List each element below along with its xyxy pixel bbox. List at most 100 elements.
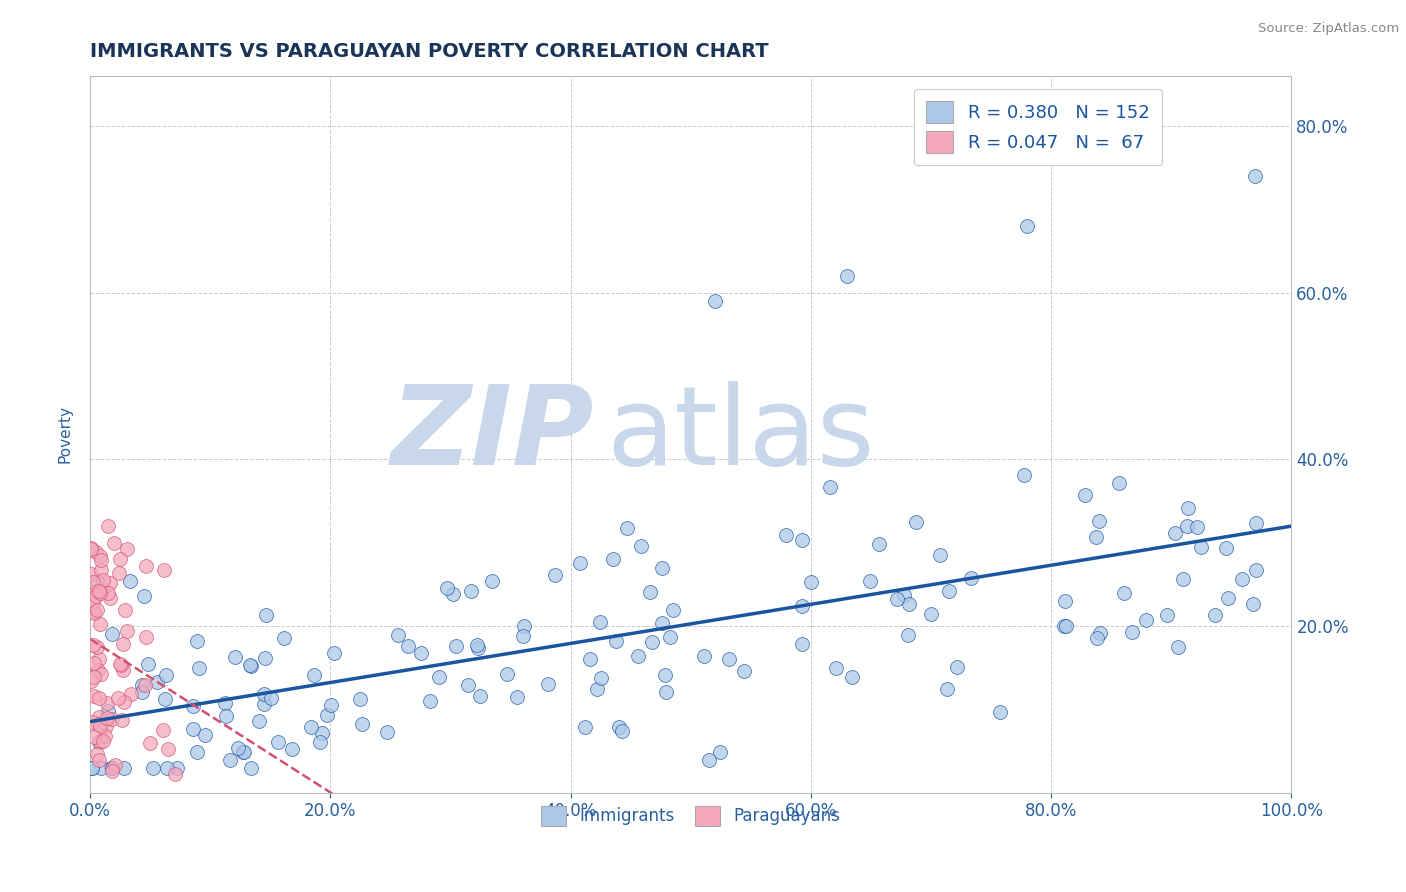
Point — [1112, 586, 1135, 600]
Point — [1177, 501, 1199, 516]
Point — [396, 640, 419, 654]
Point — [83, 689, 105, 703]
Point — [108, 657, 131, 671]
Point — [80, 761, 103, 775]
Point — [641, 634, 664, 648]
Point — [375, 725, 398, 739]
Point — [152, 723, 174, 738]
Point — [818, 480, 841, 494]
Point — [112, 761, 135, 775]
Point — [465, 638, 488, 652]
Point — [89, 549, 111, 563]
Point — [1166, 640, 1188, 655]
Point — [544, 568, 567, 582]
Point — [87, 690, 110, 705]
Point — [460, 584, 482, 599]
Point — [990, 705, 1012, 719]
Point — [239, 761, 262, 775]
Point — [409, 646, 432, 660]
Point — [83, 670, 105, 684]
Point — [1175, 519, 1198, 533]
Point — [841, 670, 863, 684]
Point — [929, 548, 952, 562]
Point — [481, 574, 503, 589]
Point — [112, 637, 135, 651]
Point — [1073, 488, 1095, 502]
Point — [101, 712, 124, 726]
Legend: Immigrants, Paraguayans: Immigrants, Paraguayans — [533, 797, 849, 835]
Point — [157, 741, 180, 756]
Point — [103, 535, 125, 549]
Point — [84, 583, 107, 598]
Point — [82, 574, 104, 589]
Point — [181, 699, 204, 714]
Point — [94, 729, 117, 743]
Point — [87, 584, 110, 599]
Point — [651, 615, 673, 630]
Point — [97, 586, 120, 600]
Point — [120, 687, 142, 701]
Point — [457, 678, 479, 692]
Point — [163, 767, 186, 781]
Point — [112, 695, 135, 709]
Point — [495, 667, 517, 681]
Point — [612, 724, 634, 739]
Point — [792, 599, 814, 613]
Point — [86, 574, 108, 589]
Point — [112, 663, 135, 677]
Point — [946, 660, 969, 674]
Point — [86, 747, 108, 761]
Point — [100, 761, 122, 775]
Point — [166, 761, 188, 775]
Point — [115, 542, 138, 557]
Point — [387, 628, 409, 642]
Point — [893, 588, 915, 602]
Point — [467, 640, 489, 655]
Point — [441, 587, 464, 601]
Point — [638, 585, 661, 599]
Point — [186, 745, 208, 759]
Text: Source: ZipAtlas.com: Source: ZipAtlas.com — [1258, 22, 1399, 36]
Point — [352, 717, 374, 731]
Point — [134, 589, 156, 603]
Point — [136, 657, 159, 671]
Point — [938, 584, 960, 599]
Point — [1054, 619, 1077, 633]
Point — [605, 633, 627, 648]
Point — [733, 664, 755, 678]
Point — [215, 708, 238, 723]
Point — [114, 603, 136, 617]
Point — [1230, 572, 1253, 586]
Point — [1204, 607, 1226, 622]
Point — [775, 528, 797, 542]
Point — [281, 742, 304, 756]
Point — [84, 589, 107, 603]
Point — [697, 753, 720, 767]
Point — [89, 718, 111, 732]
Point — [145, 675, 167, 690]
Point — [118, 574, 141, 588]
Point — [920, 607, 942, 621]
Point — [115, 624, 138, 639]
Point — [98, 575, 121, 590]
Point — [101, 764, 124, 778]
Point — [897, 627, 920, 641]
Point — [1218, 591, 1240, 605]
Point — [253, 687, 276, 701]
Text: ZIP: ZIP — [391, 381, 595, 488]
Point — [790, 637, 813, 651]
Point — [616, 521, 638, 535]
Point — [512, 629, 534, 643]
Point — [89, 733, 111, 747]
Point — [84, 545, 107, 559]
Point — [247, 714, 270, 728]
Point — [254, 608, 277, 623]
Point — [214, 696, 236, 710]
Point — [589, 615, 612, 630]
Point — [87, 663, 110, 677]
Point — [108, 566, 131, 580]
Point — [959, 571, 981, 585]
Point — [825, 661, 848, 675]
Point — [1085, 631, 1108, 645]
Point — [87, 652, 110, 666]
